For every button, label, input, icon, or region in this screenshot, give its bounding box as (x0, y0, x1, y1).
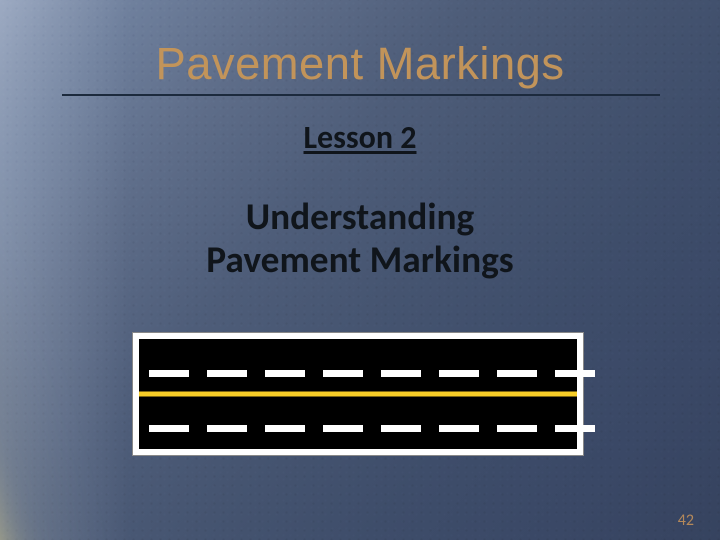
lane-dash (323, 370, 363, 377)
dash-row-top (139, 363, 577, 370)
lane-dash (497, 425, 537, 432)
lane-dash (149, 425, 189, 432)
subtitle-line1: Understanding (246, 194, 474, 240)
dash-row-bottom (139, 418, 577, 425)
center-yellow-line (139, 392, 577, 397)
lane-dash (439, 425, 479, 432)
lane-dash (323, 425, 363, 432)
lesson-heading: Lesson 2 (0, 118, 720, 157)
lane-dash (381, 370, 421, 377)
subtitle: Understanding Pavement Markings (0, 196, 720, 282)
lane-dash (265, 425, 305, 432)
title-underline-rule (62, 94, 660, 96)
lane-dash (207, 425, 247, 432)
road-marking-graphic (132, 332, 584, 456)
lane-dash (381, 425, 421, 432)
subtitle-line2: Pavement Markings (206, 237, 513, 283)
lane-dash (207, 370, 247, 377)
page-number: 42 (678, 511, 694, 530)
lane-dash (149, 370, 189, 377)
page-title: Pavement Markings (0, 38, 720, 90)
lane-dash (265, 370, 305, 377)
road-marking-asphalt (139, 339, 577, 449)
lane-dash (555, 370, 595, 377)
lane-dash (439, 370, 479, 377)
slide: Pavement Markings Lesson 2 Understanding… (0, 0, 720, 540)
lane-dash (497, 370, 537, 377)
lane-dash (555, 425, 595, 432)
